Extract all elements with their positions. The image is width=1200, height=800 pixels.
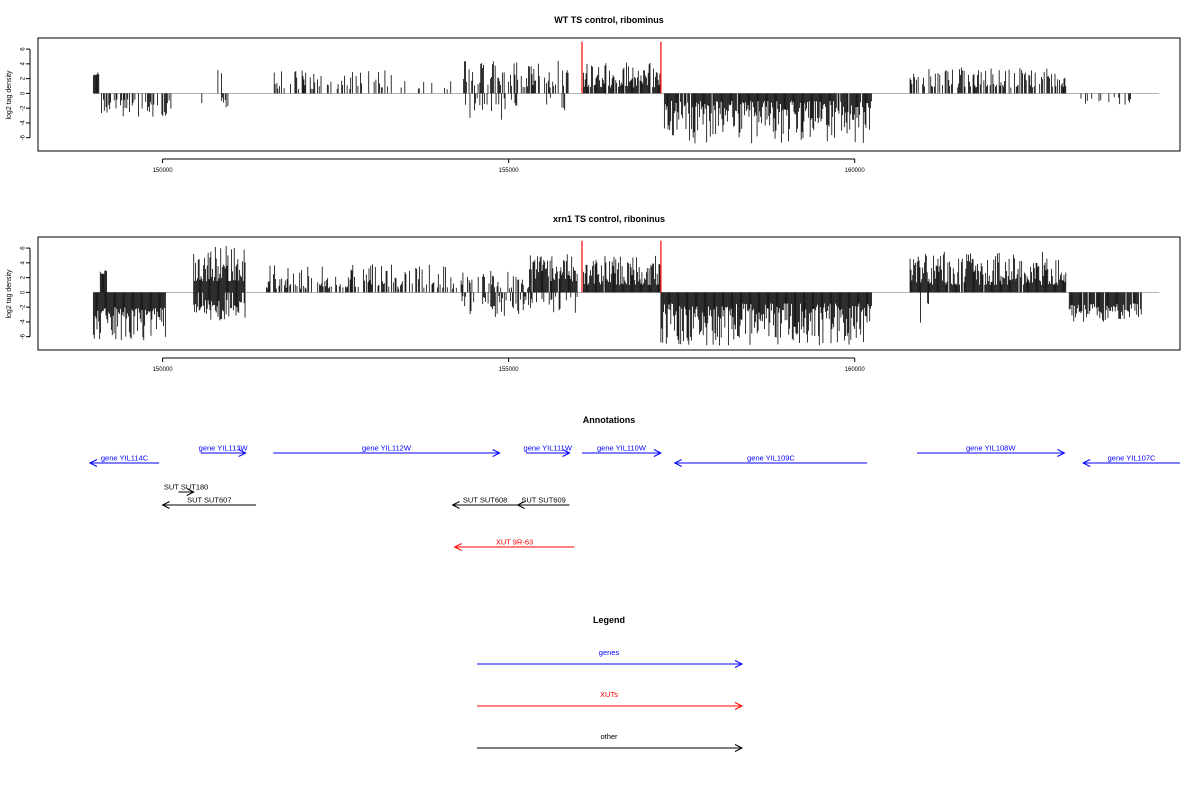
xrn1-y-axis-label: log2 tag density <box>6 269 13 319</box>
y-tick-label: 4 <box>21 62 27 66</box>
xrn1-panel-title: xrn1 TS control, riboninus <box>553 214 665 224</box>
feature-gene: gene YIL107C <box>1081 454 1180 467</box>
feature-arrow-head <box>673 459 682 467</box>
xrn1-x-axis: 150000 155000 160000 <box>153 357 866 373</box>
y-tick-label: -2 <box>21 105 27 111</box>
feature-label: gene YIL112W <box>362 444 412 453</box>
feature-arrow-head <box>161 501 170 509</box>
feature-arrow-head <box>451 501 460 509</box>
feature-gene: gene YIL109C <box>673 454 868 467</box>
feature-label: gene YIL111W <box>524 444 573 453</box>
legend-arrow-head <box>734 660 744 668</box>
legend-title: Legend <box>593 615 625 625</box>
feature-label: SUT SUT607 <box>187 496 231 505</box>
x-tick-label: 160000 <box>845 367 866 373</box>
feature-other: SUT SUT608 <box>451 496 518 509</box>
wt-bars <box>92 60 1160 144</box>
feature-label: gene YIL114C <box>101 454 149 463</box>
wt-y-axis: -6 -4 -2 0 2 4 6 <box>21 47 31 140</box>
annotations-title: Annotations <box>583 415 636 425</box>
feature-arrow-head <box>562 449 571 457</box>
legend-section: Legend genes XUTs other <box>477 615 744 752</box>
y-tick-label: -4 <box>21 120 27 126</box>
legend-arrow-head <box>734 744 744 752</box>
feature-gene: gene YIL114C <box>88 454 160 467</box>
legend-label: XUTs <box>600 690 618 699</box>
x-tick-label: 150000 <box>153 168 174 174</box>
feature-label: gene YIL110W <box>597 444 647 453</box>
feature-gene: gene YIL112W <box>273 444 501 457</box>
wt-y-axis-label: log2 tag density <box>6 70 13 120</box>
feature-arrow-head <box>186 488 195 496</box>
wt-track-panel: WT TS control, ribominus log2 tag densit… <box>6 15 1181 174</box>
feature-arrow-head <box>653 449 663 457</box>
feature-other: SUT SUT607 <box>161 496 257 509</box>
y-tick-label: 4 <box>21 261 27 265</box>
y-tick-label: -6 <box>21 333 27 339</box>
feature-arrow-head <box>238 449 247 457</box>
legend-label: genes <box>599 648 620 657</box>
feature-arrows: gene YIL114C gene YIL113W gene YIL112W gene… <box>88 444 1180 551</box>
x-tick-label: 155000 <box>499 168 520 174</box>
feature-arrow-head <box>1057 449 1066 457</box>
feature-label: gene YIL109C <box>747 454 795 463</box>
wt-plot-frame <box>37 37 1181 152</box>
feature-label: gene YIL108W <box>966 444 1016 453</box>
xrn1-plot-frame <box>37 236 1181 351</box>
feature-gene: gene YIL108W <box>916 444 1066 457</box>
feature-xut: XUT 9R-63 <box>453 538 575 551</box>
legend-label: other <box>600 732 618 741</box>
legend-items: genes XUTs other <box>477 648 744 752</box>
xrn1-y-axis: -6 -4 -2 0 2 4 6 <box>21 246 31 339</box>
feature-arrow-head <box>453 543 462 551</box>
x-tick-label: 155000 <box>499 367 520 373</box>
feature-label: gene YIL107C <box>1108 454 1156 463</box>
feature-arrow-head <box>492 449 501 457</box>
feature-other: SUT SUT180 <box>164 483 208 496</box>
legend-item-genes: genes <box>477 648 744 668</box>
feature-label: SUT SUT609 <box>521 496 565 505</box>
y-tick-label: 2 <box>21 76 27 80</box>
x-tick-label: 160000 <box>845 168 866 174</box>
x-tick-label: 150000 <box>153 367 174 373</box>
xrn1-bars <box>92 246 1160 346</box>
y-tick-label: 0 <box>21 91 27 95</box>
y-tick-label: 6 <box>21 47 27 51</box>
xrn1-track-panel: xrn1 TS control, riboninus log2 tag dens… <box>6 214 1181 373</box>
feature-gene: gene YIL110W <box>582 444 663 457</box>
feature-label: XUT 9R-63 <box>496 538 533 547</box>
y-tick-label: 0 <box>21 290 27 294</box>
y-tick-label: -2 <box>21 304 27 310</box>
legend-item-xuts: XUTs <box>477 690 744 710</box>
feature-label: SUT SUT608 <box>463 496 507 505</box>
y-tick-label: 6 <box>21 246 27 250</box>
xrn1-markers <box>581 240 662 293</box>
wt-markers <box>581 41 662 94</box>
feature-arrow-head <box>1081 459 1091 467</box>
y-tick-label: 2 <box>21 275 27 279</box>
feature-label: gene YIL113W <box>199 444 249 453</box>
feature-arrow-head <box>88 459 98 467</box>
y-tick-label: -6 <box>21 134 27 140</box>
wt-panel-title: WT TS control, ribominus <box>554 15 664 25</box>
wt-x-axis: 150000 155000 160000 <box>153 158 866 174</box>
feature-arrow-head <box>516 501 525 509</box>
feature-label: SUT SUT180 <box>164 483 208 492</box>
y-tick-label: -4 <box>21 319 27 325</box>
feature-gene: gene YIL111W <box>524 444 573 457</box>
legend-item-other: other <box>477 732 744 752</box>
feature-other: SUT SUT609 <box>516 496 570 509</box>
legend-arrow-head <box>734 702 744 710</box>
feature-gene: gene YIL113W <box>199 444 249 457</box>
